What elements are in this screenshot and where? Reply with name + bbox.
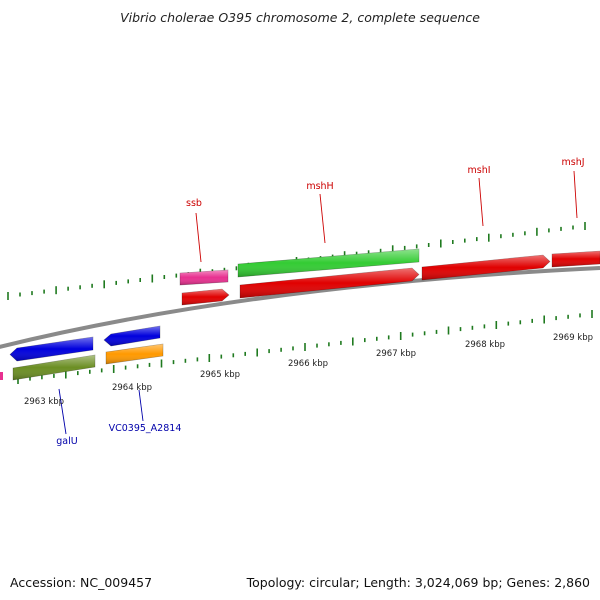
tick-label: 2965 kbp bbox=[200, 370, 240, 380]
cds-mshJ[interactable] bbox=[551, 250, 600, 268]
inner-tick-track bbox=[17, 310, 593, 384]
gene-label: mshI bbox=[467, 165, 490, 176]
gene-label: VC0395_A2814 bbox=[109, 423, 182, 434]
gene-label-layer: ssb mshH mshI mshJ galU VC0395_A2814 bbox=[56, 157, 584, 447]
tick-label-layer: 2963 kbp 2964 kbp 2965 kbp 2966 kbp 2967 kbp… bbox=[24, 333, 593, 407]
gene-leader-line bbox=[573, 170, 578, 219]
tick-label: 2969 kbp bbox=[553, 333, 593, 343]
gene-partial-edge bbox=[0, 372, 3, 380]
gene-label: mshH bbox=[306, 181, 333, 192]
tick-label: 2964 kbp bbox=[112, 383, 152, 393]
tick-label: 2963 kbp bbox=[24, 397, 64, 407]
accession-text: Accession: NC_009457 bbox=[10, 575, 153, 590]
gene-leader-line bbox=[195, 212, 202, 263]
gene-label: ssb bbox=[186, 198, 202, 209]
gene-VC0395_A2814[interactable] bbox=[103, 325, 161, 347]
map-title: Vibrio cholerae O395 chromosome 2, compl… bbox=[120, 10, 480, 25]
tick-label: 2968 kbp bbox=[465, 340, 505, 350]
gene-leader-line bbox=[138, 389, 144, 422]
gene-leader-line bbox=[58, 388, 67, 435]
gene-ssb[interactable] bbox=[179, 269, 229, 286]
gene-leader-line bbox=[319, 193, 326, 244]
tick-label: 2966 kbp bbox=[288, 359, 328, 369]
gene-leader-line bbox=[478, 177, 484, 227]
gene-label: mshJ bbox=[561, 157, 584, 168]
gene-rev-orange[interactable] bbox=[105, 343, 164, 365]
summary-text: Topology: circular; Length: 3,024,069 bp… bbox=[246, 575, 590, 590]
gene-label: galU bbox=[56, 436, 77, 447]
tick-label: 2967 kbp bbox=[376, 349, 416, 359]
